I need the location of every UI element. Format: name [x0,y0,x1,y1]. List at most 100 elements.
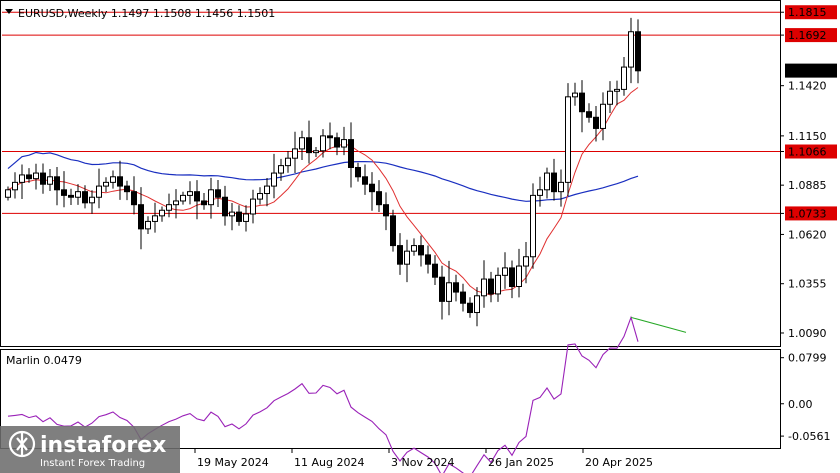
candle-body [152,215,158,222]
candle-body [180,194,186,202]
candle-body [89,196,95,204]
candle-body [173,200,179,206]
indicator-tick-label: 0.00 [788,398,813,411]
horizontal-levels [2,11,780,214]
instaforex-logo-icon [8,430,36,458]
price-tick-label: 1.0090 [788,327,827,340]
candle-body [313,150,319,154]
main-pane-frame [0,0,781,347]
price-scale: 1.1815 1.1692 1.1420 1.1150 1.1066 1.0885 1.07… [780,5,837,340]
candle-body [460,291,466,304]
candle-body [383,204,389,217]
candle-body [110,176,116,183]
candle-body [264,185,270,195]
candle-body [257,193,263,200]
candle-body [565,96,571,183]
indicator-tick-label: 0.0799 [788,352,827,365]
level-price-badge [785,144,837,159]
candle-body [586,111,592,118]
candle-body [593,116,599,129]
candle-body [33,172,39,180]
candle-body [215,189,221,198]
candle-body [516,265,522,287]
candle-body [278,165,284,174]
candle-body [103,181,109,187]
time-tick-label: 20 Apr 2025 [585,456,653,469]
candle-body [96,185,102,198]
candle-body [495,274,501,295]
candle-body [600,103,606,129]
candle-body [397,245,403,265]
candle-body [607,90,613,105]
candle-body [243,213,249,222]
candle-body [334,137,340,148]
candle-body [509,267,515,287]
candle-body [82,191,88,204]
candle-body [271,172,277,187]
candle-body [229,211,235,217]
candle-body [404,250,410,265]
candle-body [621,66,627,90]
candle-body [166,204,172,211]
price-tick-label: 1.0620 [788,228,827,241]
candle-body [12,181,18,191]
candle-body [446,282,452,302]
indicator-title: Marlin 0.0479 [6,354,82,367]
candle-body [54,176,60,191]
candle-body [488,278,494,295]
candle-body [558,181,564,193]
candle-body [523,256,529,267]
candle-body [201,200,207,206]
time-tick-label: 19 May 2024 [197,456,269,469]
price-tick-label: 1.0733 [788,207,827,220]
candle-body [68,194,74,198]
menu-triangle-icon[interactable] [5,9,13,14]
candle-body [194,191,200,202]
candle-body [187,191,193,196]
candle-body [551,172,557,193]
candle-body [537,189,543,196]
price-tick-label: 1.0355 [788,278,827,291]
watermark-brand: instaforex [40,433,166,458]
indicator-tick-label: -0.0561 [788,430,830,443]
level-price-badge [785,206,837,221]
candle-body [432,263,438,278]
candle-body [138,204,144,230]
candle-body [390,215,396,247]
candle-body [159,209,165,217]
price-tick-label: 1.1815 [788,6,827,19]
candle-body [131,191,137,206]
candle-body [19,174,25,183]
candle-body [635,31,641,72]
candle-body [5,189,11,198]
chart-header-title: EURUSD,Weekly 1.1497 1.1508 1.1456 1.150… [18,7,275,20]
candle-body [26,174,32,180]
price-tick-label: 1.1420 [788,80,827,93]
candle-body [299,137,305,150]
candle-body [572,92,578,98]
candlestick-series [5,17,641,327]
candle-body [502,267,508,276]
candle-body [411,245,417,252]
level-price-badge [785,5,837,20]
time-tick-label: 11 Aug 2024 [294,456,364,469]
candle-body [285,157,291,167]
instaforex-watermark: instaforex Instant Forex Trading [0,426,180,473]
candle-body [292,148,298,159]
candle-body [341,139,347,148]
current-price-label: 1.1501 [788,65,827,78]
candle-body [376,191,382,206]
candle-body [418,245,424,256]
price-tick-label: 1.1150 [788,130,827,143]
candle-body [481,278,487,297]
candle-body [544,172,550,191]
candle-body [614,88,620,92]
watermark-tagline: Instant Forex Trading [40,458,145,469]
candle-body [145,220,151,230]
candle-body [208,189,214,206]
candle-body [362,176,368,185]
candle-body [222,196,228,217]
candle-body [348,139,354,168]
candle-body [327,135,333,139]
candle-body [117,176,123,187]
